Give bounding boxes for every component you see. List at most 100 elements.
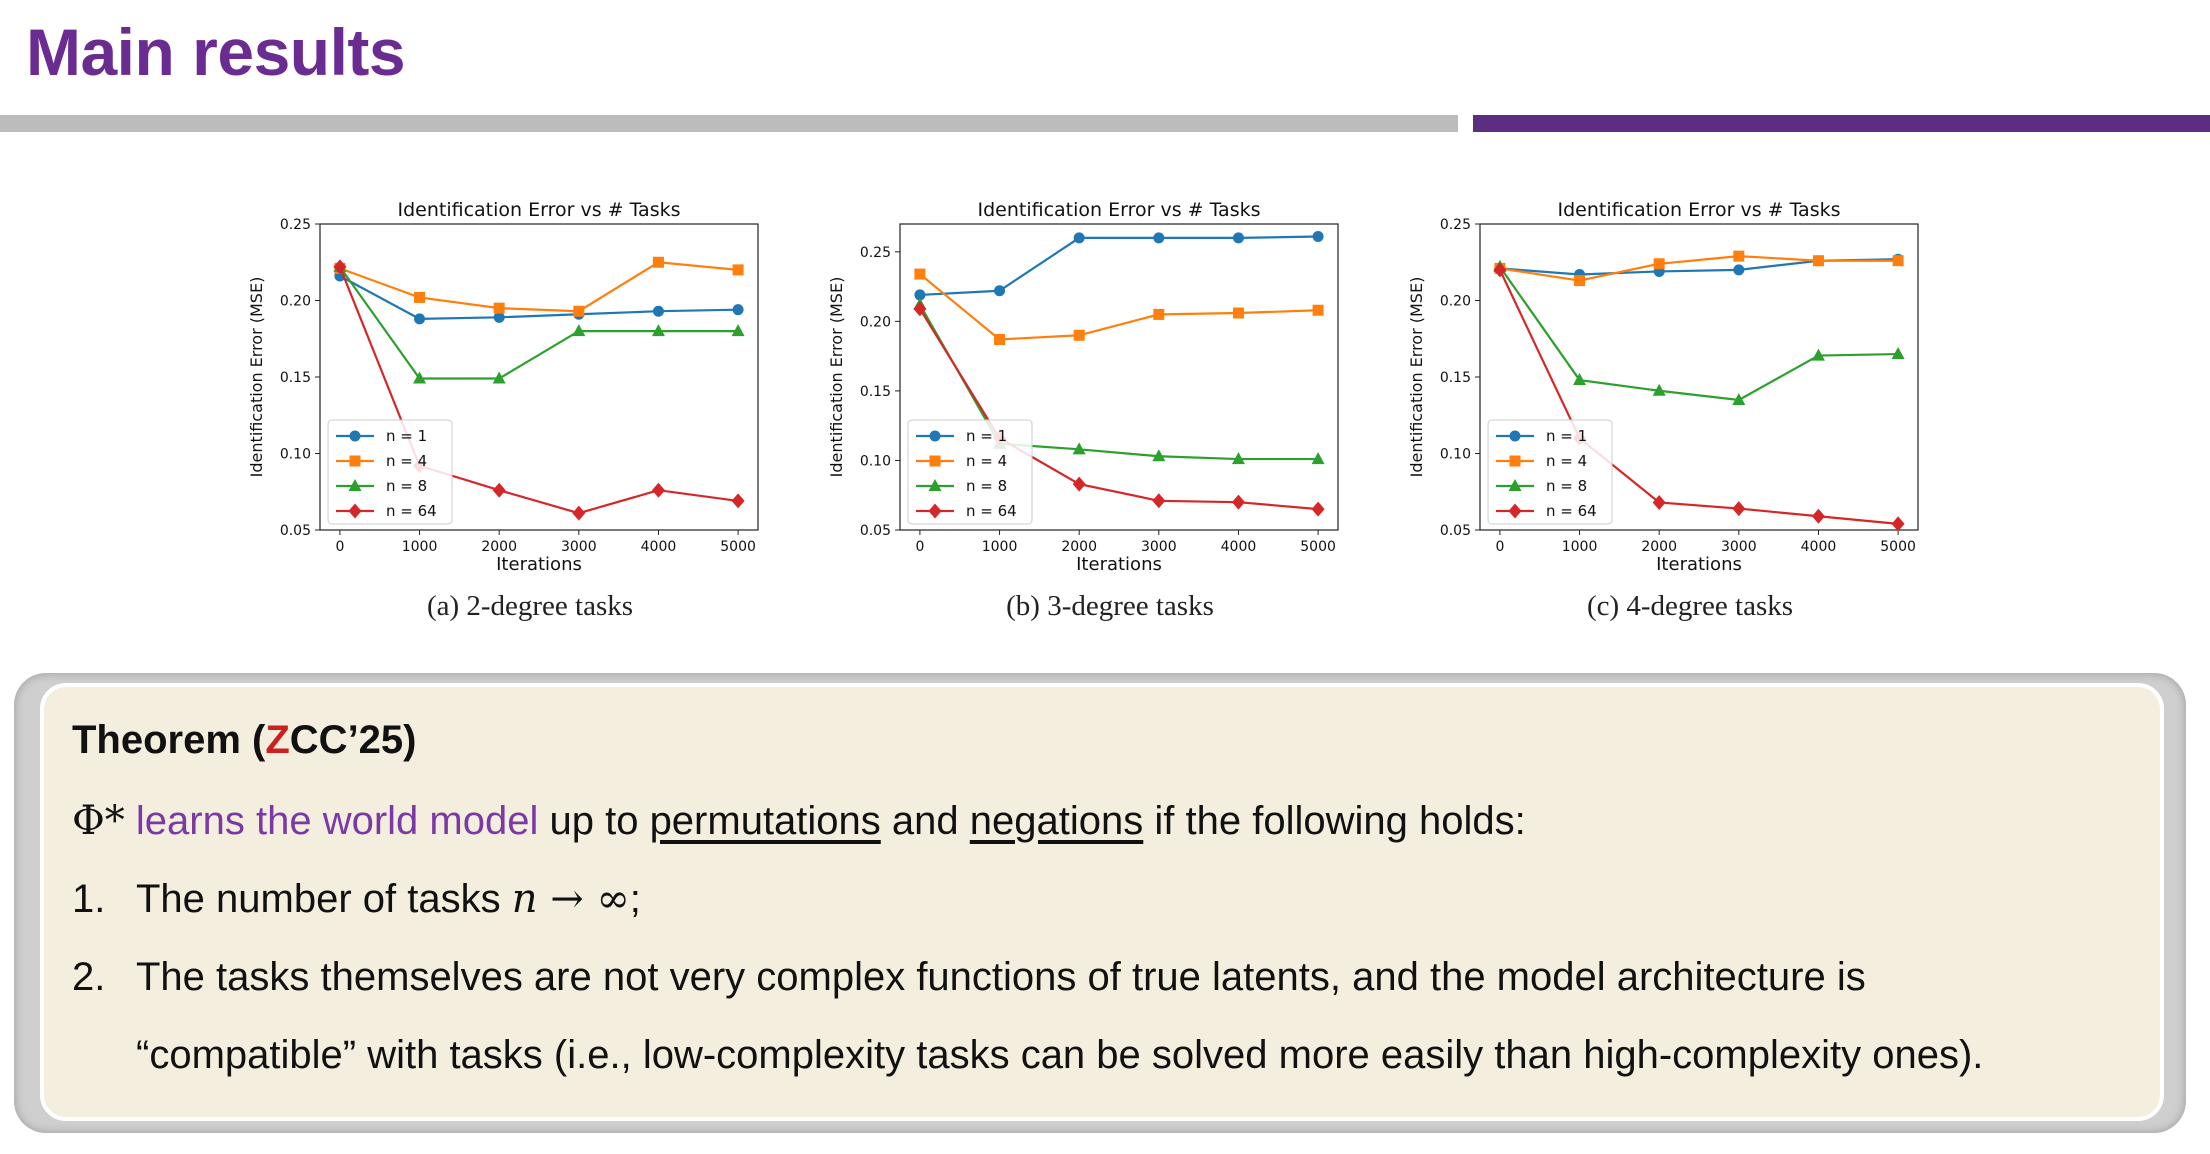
data-point bbox=[1231, 494, 1245, 510]
series-line bbox=[339, 266, 739, 380]
condition-item-2-continued: “compatible” with tasks (i.e., low-compl… bbox=[136, 1033, 1984, 1077]
x-tick-label: 0 bbox=[1495, 539, 1504, 555]
data-point bbox=[1508, 503, 1522, 519]
data-point bbox=[1508, 479, 1522, 491]
negations-term: negations bbox=[969, 799, 1144, 843]
series-line bbox=[339, 275, 739, 320]
data-point bbox=[732, 264, 744, 276]
legend-label: n = 64 bbox=[386, 502, 437, 520]
data-point bbox=[1509, 430, 1521, 442]
legend-box bbox=[1487, 419, 1613, 525]
chart-c: Identification Error vs # Tasks 0.05 0.10 0… bbox=[1410, 199, 1919, 575]
x-tick-label: 1000 bbox=[982, 539, 1018, 555]
data-point bbox=[652, 256, 664, 268]
data-point bbox=[994, 333, 1006, 345]
y-axis-label: Identification Error (MSE) bbox=[1410, 277, 1426, 478]
data-point bbox=[492, 371, 506, 384]
legend-label: n = 8 bbox=[966, 477, 1007, 495]
data-point bbox=[348, 479, 362, 491]
legend-label: n = 1 bbox=[386, 427, 427, 445]
y-tick-label: 0.05 bbox=[860, 523, 891, 539]
data-point bbox=[1153, 232, 1165, 244]
y-tick-label: 0.05 bbox=[1440, 523, 1471, 539]
x-tick-label: 3000 bbox=[1721, 539, 1757, 555]
data-point bbox=[914, 289, 926, 301]
data-point bbox=[573, 305, 585, 317]
x-tick-label: 5000 bbox=[1300, 539, 1336, 555]
x-tick-label: 0 bbox=[915, 539, 924, 555]
y-tick-label: 0.25 bbox=[280, 217, 311, 233]
data-point bbox=[1073, 329, 1085, 341]
x-tick-label: 4000 bbox=[1801, 539, 1837, 555]
legend-label: n = 1 bbox=[1546, 427, 1587, 445]
data-point bbox=[1811, 508, 1825, 524]
x-tick-label: 1000 bbox=[402, 539, 438, 555]
series-line bbox=[919, 273, 1319, 341]
legend-label: n = 4 bbox=[966, 452, 1007, 470]
x-axis-label: Iterations bbox=[1656, 554, 1742, 575]
data-point bbox=[1072, 442, 1086, 455]
data-point bbox=[349, 455, 361, 467]
y-tick-label: 0.15 bbox=[860, 384, 891, 400]
y-tick-label: 0.25 bbox=[860, 245, 891, 261]
text-up-to: up to bbox=[549, 799, 639, 843]
y-tick-label: 0.10 bbox=[1440, 447, 1471, 463]
data-point bbox=[1152, 449, 1166, 462]
plot-frame bbox=[899, 223, 1339, 531]
data-point bbox=[1311, 452, 1325, 465]
legend-box bbox=[327, 419, 453, 525]
data-point bbox=[1574, 275, 1586, 287]
data-point bbox=[1891, 347, 1905, 360]
data-point bbox=[1312, 304, 1324, 316]
data-point bbox=[1493, 262, 1507, 278]
x-axis-label: Iterations bbox=[1076, 554, 1162, 575]
theorem-title-z: Z bbox=[265, 718, 290, 762]
series-line bbox=[1499, 255, 1899, 282]
y-tick-label: 0.25 bbox=[1440, 217, 1471, 233]
chart-panel-b: Identification Error vs # Tasks 0.05 0.10 0… bbox=[830, 190, 1390, 630]
title-divider-purple bbox=[1473, 115, 2210, 132]
permutations-term: permutations bbox=[649, 799, 881, 843]
x-tick-label: 0 bbox=[335, 539, 344, 555]
chart-title: Identification Error vs # Tasks bbox=[1557, 199, 1840, 221]
data-point bbox=[333, 259, 347, 275]
legend-label: n = 4 bbox=[1546, 452, 1587, 470]
x-tick-label: 2000 bbox=[1061, 539, 1097, 555]
item-end: ; bbox=[629, 877, 641, 921]
y-axis-label: Identification Error (MSE) bbox=[830, 277, 846, 478]
data-point bbox=[731, 493, 745, 509]
data-point bbox=[929, 455, 941, 467]
data-point bbox=[493, 302, 505, 314]
data-point bbox=[413, 371, 427, 384]
text-holds: if the following holds: bbox=[1154, 799, 1526, 843]
x-tick-label: 5000 bbox=[1880, 539, 1916, 555]
theorem-highlight: learns the world model bbox=[135, 799, 539, 843]
data-point bbox=[1509, 455, 1521, 467]
x-tick-label: 2000 bbox=[1641, 539, 1677, 555]
theorem-title: Theorem (ZCC’25) bbox=[72, 718, 417, 763]
theorem-title-suffix: CC’25) bbox=[289, 718, 417, 762]
condition-item-2: 2. The tasks themselves are not very comp… bbox=[72, 955, 1866, 1000]
data-point bbox=[1072, 476, 1086, 492]
data-point bbox=[929, 430, 941, 442]
data-point bbox=[414, 313, 426, 325]
legend-label: n = 4 bbox=[386, 452, 427, 470]
chart-title: Identification Error vs # Tasks bbox=[977, 199, 1260, 221]
data-point bbox=[493, 311, 505, 323]
data-point bbox=[572, 505, 586, 521]
text-and: and bbox=[891, 799, 959, 843]
data-point bbox=[1152, 493, 1166, 509]
data-point bbox=[994, 285, 1006, 297]
y-axis-label: Identification Error (MSE) bbox=[250, 277, 266, 478]
data-point bbox=[349, 430, 361, 442]
series-line bbox=[919, 235, 1319, 297]
chart-panel-a: Identification Error vs # Tasks 0.05 0.10 0… bbox=[250, 190, 810, 630]
series-line bbox=[339, 261, 739, 313]
data-point bbox=[1652, 494, 1666, 510]
legend-label: n = 8 bbox=[386, 477, 427, 495]
data-point bbox=[914, 268, 926, 280]
data-point bbox=[731, 324, 745, 337]
data-point bbox=[732, 304, 744, 316]
chart-panel-c: Identification Error vs # Tasks 0.05 0.10 0… bbox=[1410, 190, 1970, 630]
x-tick-label: 1000 bbox=[1562, 539, 1598, 555]
